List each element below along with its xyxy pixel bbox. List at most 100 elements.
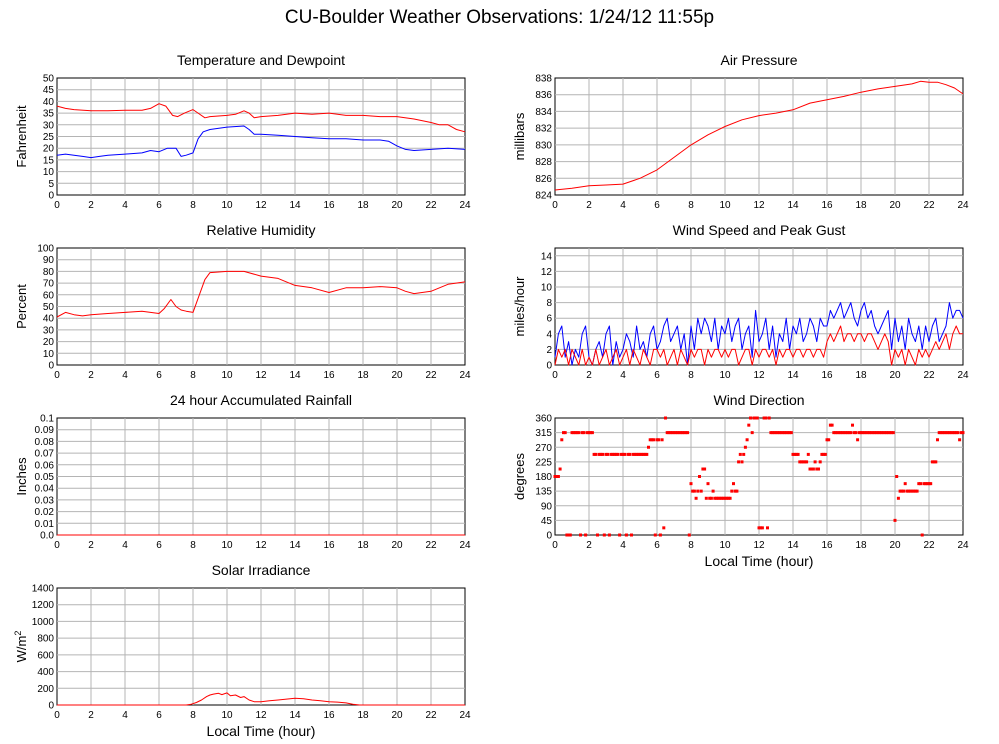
y-tick-label: 0.07	[35, 449, 55, 460]
x-tick-label: 12	[753, 540, 765, 551]
data-point	[808, 467, 812, 471]
data-point	[908, 489, 912, 493]
y-tick-label: 0	[48, 191, 54, 202]
data-point	[650, 438, 654, 442]
x-axis-label: Local Time (hour)	[207, 723, 316, 739]
data-point	[805, 460, 809, 464]
x-tick-label: 14	[289, 540, 301, 551]
y-tick-label: 20	[43, 144, 55, 155]
y-tick-label: 6	[546, 314, 552, 325]
data-point	[919, 482, 922, 486]
y-tick-label: 838	[535, 74, 552, 85]
x-tick-label: 18	[855, 370, 867, 381]
data-point	[704, 496, 708, 500]
data-point	[813, 460, 817, 464]
x-tick-label: 0	[54, 370, 60, 381]
data-point	[725, 496, 729, 500]
x-tick-label: 16	[323, 370, 335, 381]
x-tick-label: 4	[122, 710, 128, 721]
y-tick-label: 10	[43, 167, 55, 178]
data-point	[738, 452, 742, 456]
x-tick-label: 22	[425, 200, 437, 211]
data-point	[658, 533, 662, 537]
y-tick-label: 0.04	[35, 484, 55, 495]
data-point	[891, 431, 895, 435]
data-point	[624, 533, 628, 537]
data-point	[648, 438, 652, 442]
data-point	[754, 416, 758, 420]
y-tick-label: 0.02	[35, 507, 55, 518]
chart-solar: 0 2 4 6 8 10 12 14 16 18 20 22 240200400600800100012…	[13, 562, 471, 739]
data-point	[579, 533, 582, 537]
data-point	[769, 431, 773, 435]
x-tick-label: 14	[787, 200, 799, 211]
data-point	[730, 489, 734, 493]
plot-title: Air Pressure	[720, 52, 797, 68]
x-tick-label: 24	[957, 370, 969, 381]
x-tick-label: 0	[54, 710, 60, 721]
data-point	[912, 489, 916, 493]
x-tick-label: 14	[787, 540, 799, 551]
y-tick-label: 45	[43, 85, 55, 96]
x-tick-label: 20	[391, 540, 403, 551]
data-point	[558, 467, 562, 471]
data-point	[580, 431, 584, 435]
data-point	[585, 431, 589, 435]
data-point	[930, 460, 934, 464]
series-line-2	[56, 125, 466, 159]
data-point	[811, 467, 815, 471]
x-tick-label: 18	[357, 540, 369, 551]
data-point	[720, 496, 724, 500]
y-tick-label: 0	[48, 701, 54, 712]
series-line-1	[56, 103, 466, 133]
data-point	[861, 431, 865, 435]
data-point	[616, 452, 620, 456]
data-point	[822, 452, 826, 456]
x-tick-label: 20	[391, 200, 403, 211]
x-tick-label: 24	[957, 200, 969, 211]
data-point	[749, 416, 752, 420]
data-point	[601, 452, 605, 456]
data-point	[675, 431, 679, 435]
series-line-1	[554, 302, 964, 366]
data-point	[652, 438, 656, 442]
data-point	[599, 452, 603, 456]
x-tick-label: 4	[122, 370, 128, 381]
data-point	[779, 431, 783, 435]
x-tick-label: 4	[122, 540, 128, 551]
data-point	[898, 489, 902, 493]
data-point	[742, 452, 746, 456]
data-point	[796, 452, 800, 456]
x-tick-label: 16	[323, 540, 335, 551]
x-tick-label: 10	[221, 710, 233, 721]
data-point	[784, 431, 788, 435]
data-point	[924, 482, 928, 486]
data-point	[716, 496, 720, 500]
y-tick-label: 834	[535, 107, 552, 118]
data-point	[572, 431, 576, 435]
plot-title: Wind Direction	[713, 392, 804, 408]
data-point	[864, 431, 868, 435]
data-point	[774, 431, 778, 435]
x-tick-label: 20	[889, 370, 901, 381]
y-tick-label: 20	[43, 337, 55, 348]
data-point	[584, 533, 588, 537]
data-point	[762, 416, 766, 420]
y-tick-label: 35	[43, 109, 55, 120]
x-tick-label: 0	[552, 540, 558, 551]
data-point	[903, 482, 907, 486]
y-tick-label: 200	[37, 684, 54, 695]
data-point	[602, 533, 606, 537]
data-point	[577, 431, 581, 435]
x-tick-label: 22	[425, 370, 437, 381]
y-tick-label: 50	[43, 302, 55, 313]
data-point	[818, 460, 822, 464]
data-point	[613, 452, 616, 456]
x-tick-label: 22	[425, 540, 437, 551]
x-tick-label: 24	[957, 540, 969, 551]
data-point	[857, 431, 861, 435]
data-point	[701, 467, 705, 471]
chart-winddir: 0 2 4 6 8 10 12 14 16 18 20 22 240459013518022527031…	[512, 392, 969, 569]
y-tick-label: 15	[43, 155, 55, 166]
